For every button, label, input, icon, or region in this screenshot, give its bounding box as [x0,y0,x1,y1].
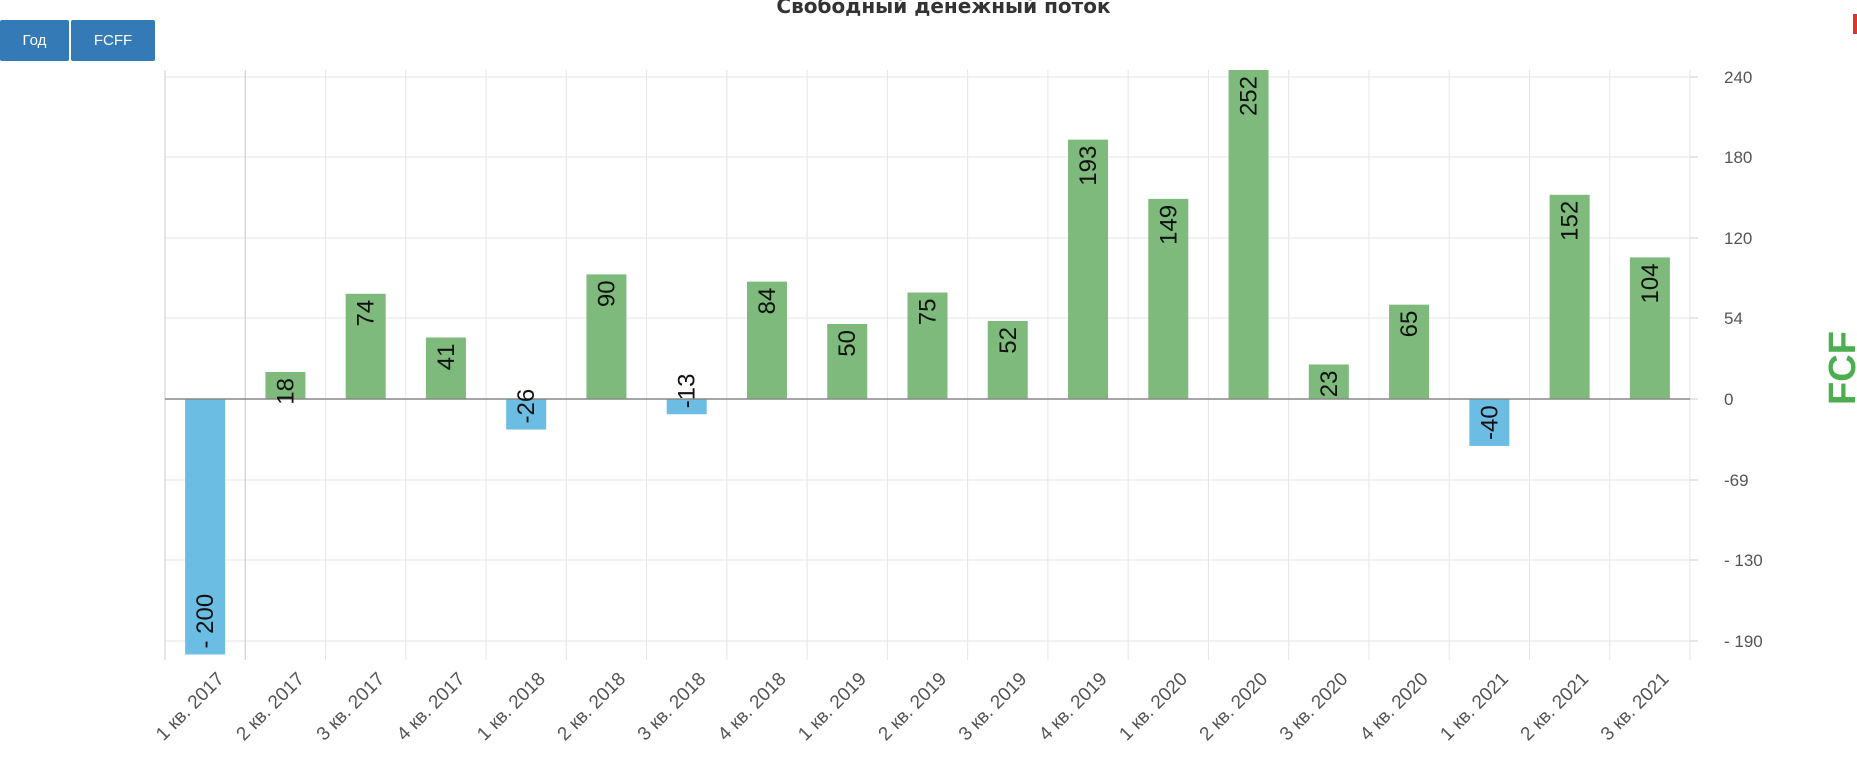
grid-lines [164,70,1691,660]
y-tick-label: 54 [1724,309,1743,328]
bar[interactable] [265,372,306,399]
x-category-label: 1 кв. 2020 [1115,669,1191,745]
x-category-label: 3 кв. 2017 [313,669,389,745]
x-category-label: 1 кв. 2019 [794,669,870,745]
bar-value-label: 18 [272,378,299,405]
bar-value-label: 104 [1637,263,1664,303]
y-tick-label: 0 [1724,390,1733,409]
y-tick-label: 180 [1724,148,1752,167]
bar[interactable] [185,399,226,655]
chart-title: Свободный денежный поток [776,0,1111,18]
x-category-label: 3 кв. 2020 [1276,669,1352,745]
y-tick-label: 120 [1724,229,1752,248]
bar[interactable] [827,324,868,399]
bar-value-label: 84 [754,288,781,315]
bar[interactable] [425,337,466,400]
bar[interactable] [746,281,787,399]
y-tick-label: 240 [1724,68,1752,87]
bar-value-label: 90 [593,280,620,307]
x-category-label: 2 кв. 2019 [875,669,951,745]
bar-value-label: 52 [995,327,1022,354]
y-tick-label: -69 [1724,471,1749,490]
x-category-label: 4 кв. 2018 [714,669,790,745]
x-category-label: 2 кв. 2021 [1517,669,1593,745]
bar[interactable] [666,399,707,415]
bar-value-label: 65 [1396,311,1423,338]
x-category-label: 1 кв. 2017 [152,669,228,745]
bar[interactable] [1549,194,1590,399]
x-category-label: 3 кв. 2021 [1597,669,1673,745]
bar-value-label: 23 [1316,371,1343,398]
bar[interactable] [1228,70,1269,399]
bar[interactable] [1068,139,1109,399]
close-icon[interactable] [1853,14,1857,34]
x-category-label: 2 кв. 2020 [1196,669,1272,745]
bar[interactable] [907,292,948,399]
metric-fcff-button[interactable]: FCFF [71,20,155,61]
period-year-button[interactable]: Год [0,20,69,61]
bars [165,70,1690,655]
bar-value-label: 152 [1557,201,1584,241]
y-tick-label: - 130 [1724,551,1763,570]
bar[interactable] [1389,304,1430,399]
x-axis-labels: 1 кв. 2017 2 кв. 2017 3 кв. 2017 4 кв. 2017… [152,669,1673,745]
bar-value-label: -40 [1476,405,1503,440]
bar[interactable] [1629,257,1670,399]
bar-value-label: 149 [1155,205,1182,245]
bar[interactable] [345,293,386,399]
bar-value-label: 50 [834,330,861,357]
x-category-label: 2 кв. 2018 [554,669,630,745]
bar[interactable] [506,399,547,430]
x-category-label: 4 кв. 2019 [1035,669,1111,745]
x-category-label: 3 кв. 2018 [634,669,710,745]
bar[interactable] [987,321,1028,399]
bar-value-label: - 200 [192,594,219,649]
x-category-label: 1 кв. 2018 [473,669,549,745]
bar-value-label: 75 [915,299,942,326]
bar-value-label: 41 [433,344,460,371]
y-axis-ticks: 240 180 120 54 0 -69 - 130 - 190 [1690,68,1763,651]
x-category-label: 3 кв. 2019 [955,669,1031,745]
x-category-label: 4 кв. 2020 [1356,669,1432,745]
bar-value-label: 193 [1075,146,1102,186]
bar-value-label: 74 [353,300,380,327]
x-category-label: 4 кв. 2017 [393,669,469,745]
y-tick-label: - 190 [1724,632,1763,651]
bar-value-labels: - 200 18 74 41 -26 90 -13 84 50 75 52 193 149 252 23 65… [192,76,1664,649]
x-category-label: 1 кв. 2021 [1436,669,1512,745]
bar[interactable] [586,274,627,399]
bar-value-label: 252 [1236,76,1263,116]
bar[interactable] [1308,364,1349,400]
bar-value-label: -13 [674,374,701,409]
bar[interactable] [1469,399,1510,446]
x-category-label: 2 кв. 2017 [233,669,309,745]
bar-value-label: -26 [513,389,540,424]
bar[interactable] [1148,198,1189,399]
y-axis-label: FCF [1822,331,1857,405]
